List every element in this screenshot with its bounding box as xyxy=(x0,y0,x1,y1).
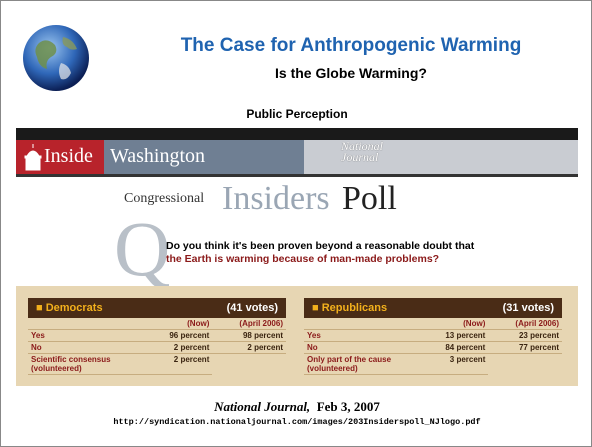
url: http://syndication.nationaljournal.com/i… xyxy=(113,417,481,427)
row-label: No xyxy=(28,341,144,354)
votes: (41 votes) xyxy=(226,302,278,314)
column-header: (Now) xyxy=(144,318,213,330)
party-name: ■ Republicans xyxy=(312,302,388,314)
column-row: (Now) (April 2006) xyxy=(28,318,286,330)
blank xyxy=(304,318,420,330)
table: (Now) (April 2006) Yes 13 percent 23 percent… xyxy=(304,318,562,375)
question-text: Do you think it's been proven beyond a r… xyxy=(166,240,475,252)
poll-clipping: Inside Washington National Journal Congre… xyxy=(16,128,578,386)
cell: 2 percent xyxy=(144,353,213,375)
cell: 23 percent xyxy=(488,329,562,342)
capitol-icon xyxy=(24,144,42,171)
row: Scientific consensus (volunteered) 2 perc… xyxy=(28,353,286,375)
row: Yes 96 percent 98 percent xyxy=(28,329,286,342)
row: Only part of the cause (volunteered) 3 pe… xyxy=(304,353,562,375)
table-header: ■ Democrats (41 votes) xyxy=(28,298,286,318)
row-label: Only part of the cause (volunteered) xyxy=(304,353,420,375)
banner-strip xyxy=(16,128,578,140)
row-label: Yes xyxy=(304,329,420,342)
row-label: Scientific consensus (volunteered) xyxy=(28,353,144,375)
column-header: (April 2006) xyxy=(488,318,562,330)
globe-icon xyxy=(23,25,89,91)
cell: 2 percent xyxy=(212,341,286,354)
column-row: (Now) (April 2006) xyxy=(304,318,562,330)
banner-washington: Washington xyxy=(110,145,206,167)
poll: Poll xyxy=(342,180,397,217)
party-table: ■ Democrats (41 votes) (Now) (April 2006) Ye… xyxy=(28,298,286,375)
column-header: (April 2006) xyxy=(212,318,286,330)
table-header: ■ Republicans (31 votes) xyxy=(304,298,562,318)
journal: Journal xyxy=(341,150,379,164)
national: National xyxy=(341,139,384,153)
cell: 13 percent xyxy=(420,329,489,342)
banner-blue xyxy=(104,140,304,174)
cell: 77 percent xyxy=(488,341,562,354)
party: Democrats xyxy=(45,302,103,314)
question-highlight: the Earth is warming because of man-made… xyxy=(166,253,440,265)
insiders: Insiders xyxy=(222,180,330,217)
banner-inside: Inside xyxy=(44,145,93,167)
results: ■ Democrats (41 votes) (Now) (April 2006) Ye… xyxy=(28,298,568,383)
table: (Now) (April 2006) Yes 96 percent 98 percent… xyxy=(28,318,286,375)
source-date: Feb 3, 2007 xyxy=(316,399,380,414)
cell: 3 percent xyxy=(420,353,489,375)
row: Yes 13 percent 23 percent xyxy=(304,329,562,342)
title: The Case for Anthropogenic Warming xyxy=(180,35,522,56)
blank xyxy=(28,318,144,330)
votes: (31 votes) xyxy=(502,302,554,314)
question: Do you think it's been proven beyond a r… xyxy=(166,240,566,266)
party-table: ■ Republicans (31 votes) (Now) (April 2006)… xyxy=(304,298,562,375)
subtitle: Is the Globe Warming? xyxy=(275,65,427,81)
cell: 96 percent xyxy=(144,329,213,342)
column-header: (Now) xyxy=(420,318,489,330)
party-name: ■ Democrats xyxy=(36,302,103,314)
q-letter: Q xyxy=(114,205,171,292)
cell: 2 percent xyxy=(144,341,213,354)
cell: 98 percent xyxy=(212,329,286,342)
row-label: Yes xyxy=(28,329,144,342)
row: No 84 percent 77 percent xyxy=(304,341,562,354)
source-name: National Journal, xyxy=(214,399,311,414)
party: Republicans xyxy=(321,302,388,314)
source: National Journal, Feb 3, 2007 xyxy=(1,399,592,415)
row-label: No xyxy=(304,341,420,354)
banner-national-journal: National Journal xyxy=(341,139,384,164)
row: No 2 percent 2 percent xyxy=(28,341,286,354)
congressional: Congressional xyxy=(124,191,205,206)
cell: 84 percent xyxy=(420,341,489,354)
section-heading: Public Perception xyxy=(246,107,348,121)
